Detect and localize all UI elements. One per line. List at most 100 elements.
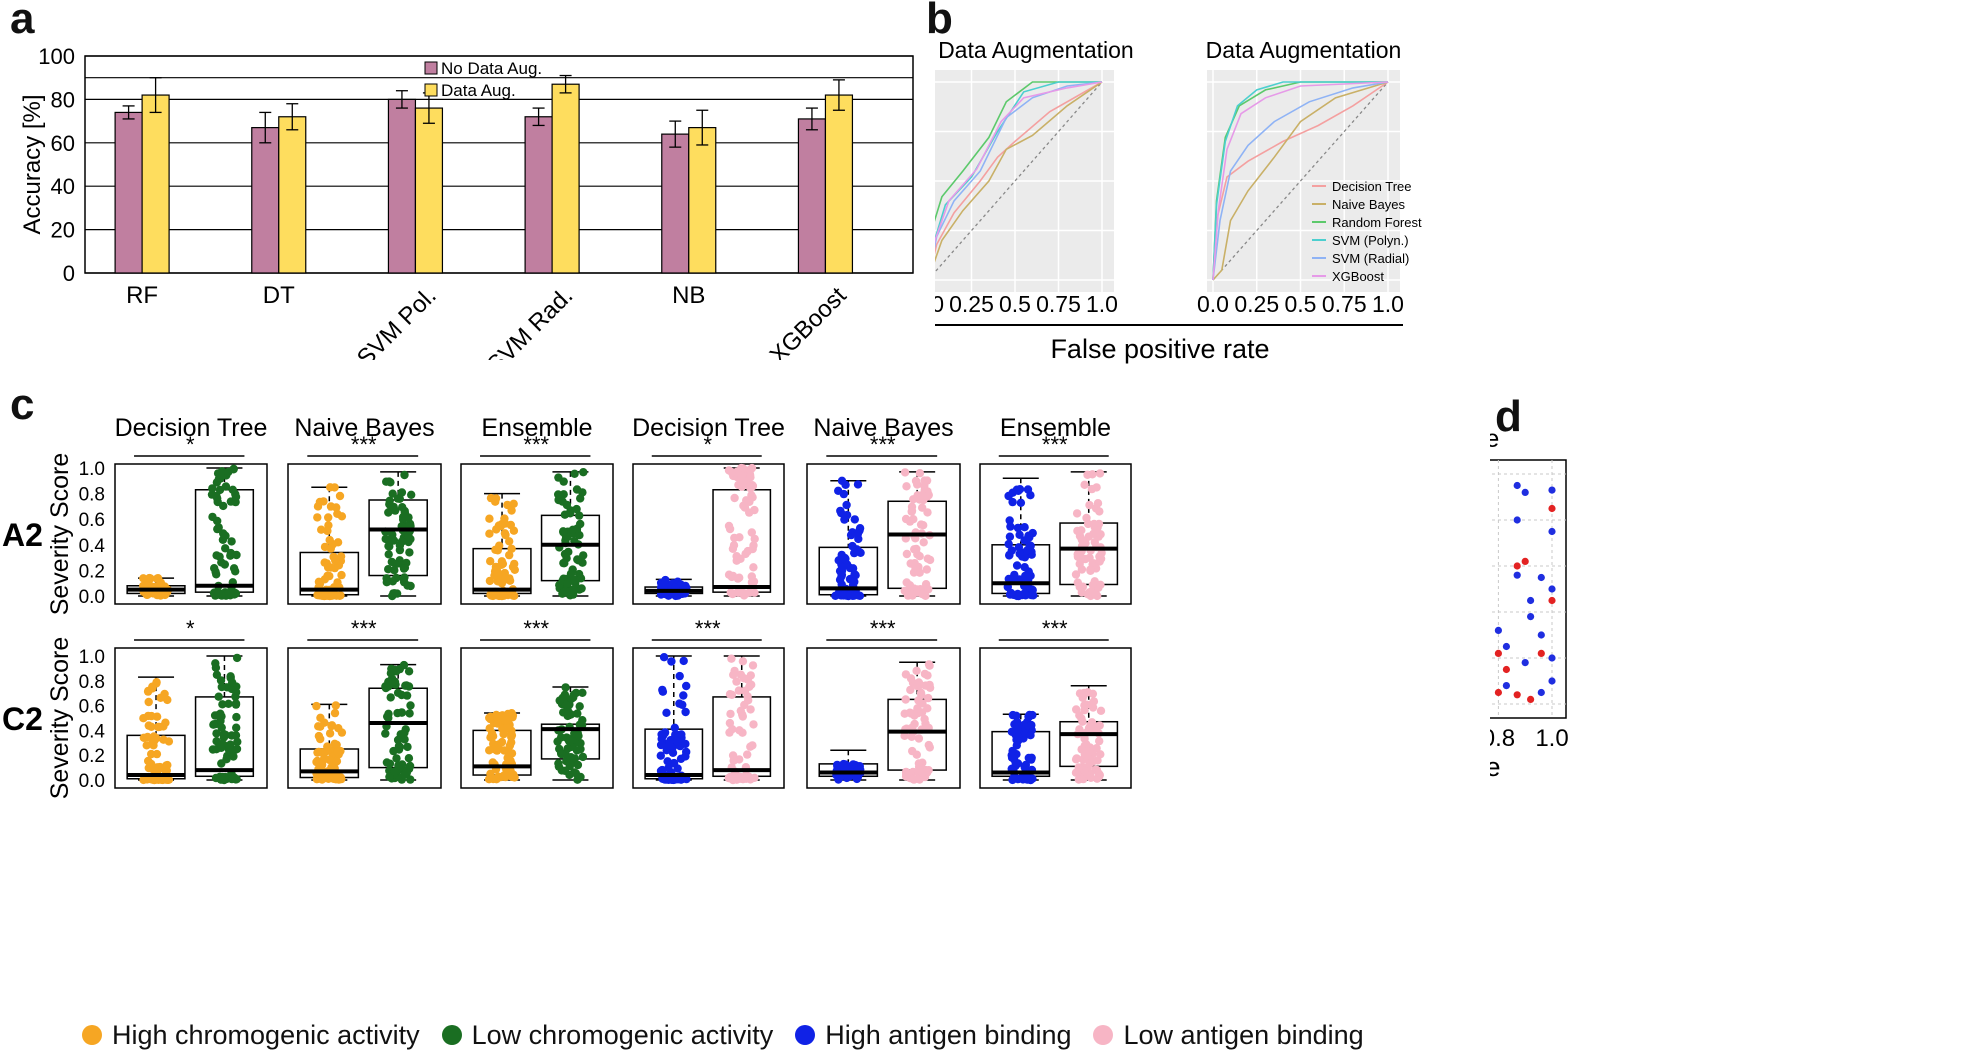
data-point <box>575 511 584 520</box>
data-point <box>1005 550 1014 560</box>
data-point <box>391 560 400 569</box>
data-point <box>743 750 752 759</box>
data-point <box>510 773 519 782</box>
scatter-point <box>1548 654 1556 662</box>
data-point <box>918 589 927 599</box>
roc-subplot-title: Data Augmentation <box>1206 37 1402 63</box>
data-point <box>221 531 230 540</box>
roc-curve <box>935 81 1103 255</box>
column-title: Naive Bayes <box>294 414 434 442</box>
significance-stars: *** <box>1042 616 1068 641</box>
data-point <box>910 719 919 729</box>
data-point <box>734 686 744 695</box>
data-point <box>1012 485 1022 494</box>
data-point <box>741 773 750 782</box>
roc-subplot-title: No Data Augmentation <box>935 37 1134 63</box>
data-point <box>1026 491 1035 500</box>
data-point <box>735 726 744 735</box>
data-point <box>219 733 229 742</box>
data-point <box>1012 561 1022 570</box>
data-point <box>1020 763 1029 772</box>
scatter-point <box>1548 504 1556 513</box>
panel-label-d: d <box>1495 392 1522 441</box>
data-point <box>746 742 755 751</box>
data-point <box>220 560 229 569</box>
data-point <box>228 678 237 687</box>
data-point <box>681 739 690 749</box>
data-point <box>850 515 859 524</box>
scatter-point <box>1527 596 1535 605</box>
legend-label: SVM (Polyn.) <box>1332 233 1409 248</box>
data-point <box>907 590 916 599</box>
data-point <box>485 514 494 523</box>
legend-label-high-chromogenic: High chromogenic activity <box>112 1019 420 1050</box>
data-point <box>727 774 736 783</box>
data-point <box>228 485 237 494</box>
row-label: C2 <box>2 701 43 737</box>
legend-high-antigen: High antigen binding <box>795 1020 1071 1051</box>
data-point <box>905 517 915 526</box>
data-point <box>224 467 233 477</box>
data-point <box>1075 725 1084 734</box>
scatter-point <box>1548 677 1556 685</box>
data-point <box>917 768 926 777</box>
data-point <box>1011 758 1020 767</box>
data-point <box>1080 706 1089 715</box>
data-point <box>562 500 572 510</box>
data-point <box>560 766 570 775</box>
data-point <box>567 694 576 703</box>
data-point <box>501 574 510 583</box>
data-point <box>500 746 509 755</box>
data-point <box>913 682 922 691</box>
data-point <box>320 558 329 567</box>
data-point <box>914 734 924 743</box>
scatter-point <box>1537 631 1545 639</box>
data-point <box>745 497 754 506</box>
diagonal-reference <box>935 81 1103 274</box>
significance-stars: *** <box>351 616 377 641</box>
roc-curve <box>1212 81 1388 281</box>
legend-label: Data Aug. <box>441 81 516 100</box>
data-point <box>1089 529 1098 538</box>
legend-label: Decision Tree <box>1332 179 1411 194</box>
y-tick-label: 0.2 <box>79 746 105 767</box>
scatter-point <box>1494 649 1502 657</box>
data-point <box>386 693 395 702</box>
data-point <box>663 757 672 766</box>
data-point <box>840 590 849 600</box>
data-point <box>503 753 512 763</box>
data-point <box>231 731 241 740</box>
x-tick-label: SVM Rad. <box>482 282 578 360</box>
data-point <box>404 754 414 763</box>
data-point <box>1026 731 1035 740</box>
data-point <box>747 528 756 537</box>
data-point <box>850 548 859 558</box>
data-point <box>1009 774 1018 783</box>
y-tick-label: 0.0 <box>79 587 105 608</box>
data-point <box>734 772 743 781</box>
data-point <box>1088 757 1097 766</box>
data-point <box>1009 590 1018 599</box>
data-point <box>749 541 758 550</box>
data-point <box>313 748 322 757</box>
x-tick-label: SVM Pol. <box>352 282 442 360</box>
data-point <box>570 729 579 738</box>
data-point <box>337 570 346 580</box>
data-point <box>506 520 515 530</box>
data-point <box>841 480 850 489</box>
column-title: Ensemble <box>481 414 592 442</box>
legend-label: Naive Bayes <box>1332 197 1405 212</box>
y-axis-label: Severity Score <box>46 637 74 800</box>
bar <box>551 83 580 274</box>
bar <box>661 133 690 274</box>
bar <box>387 98 417 274</box>
data-point <box>1087 699 1097 709</box>
data-point <box>402 691 412 700</box>
data-point <box>1089 519 1099 529</box>
bar <box>251 127 280 274</box>
data-point <box>1023 546 1032 555</box>
x-tick-label: 0.5 <box>1285 291 1317 317</box>
data-point <box>160 689 169 699</box>
data-point <box>510 559 519 569</box>
data-point <box>218 700 227 709</box>
